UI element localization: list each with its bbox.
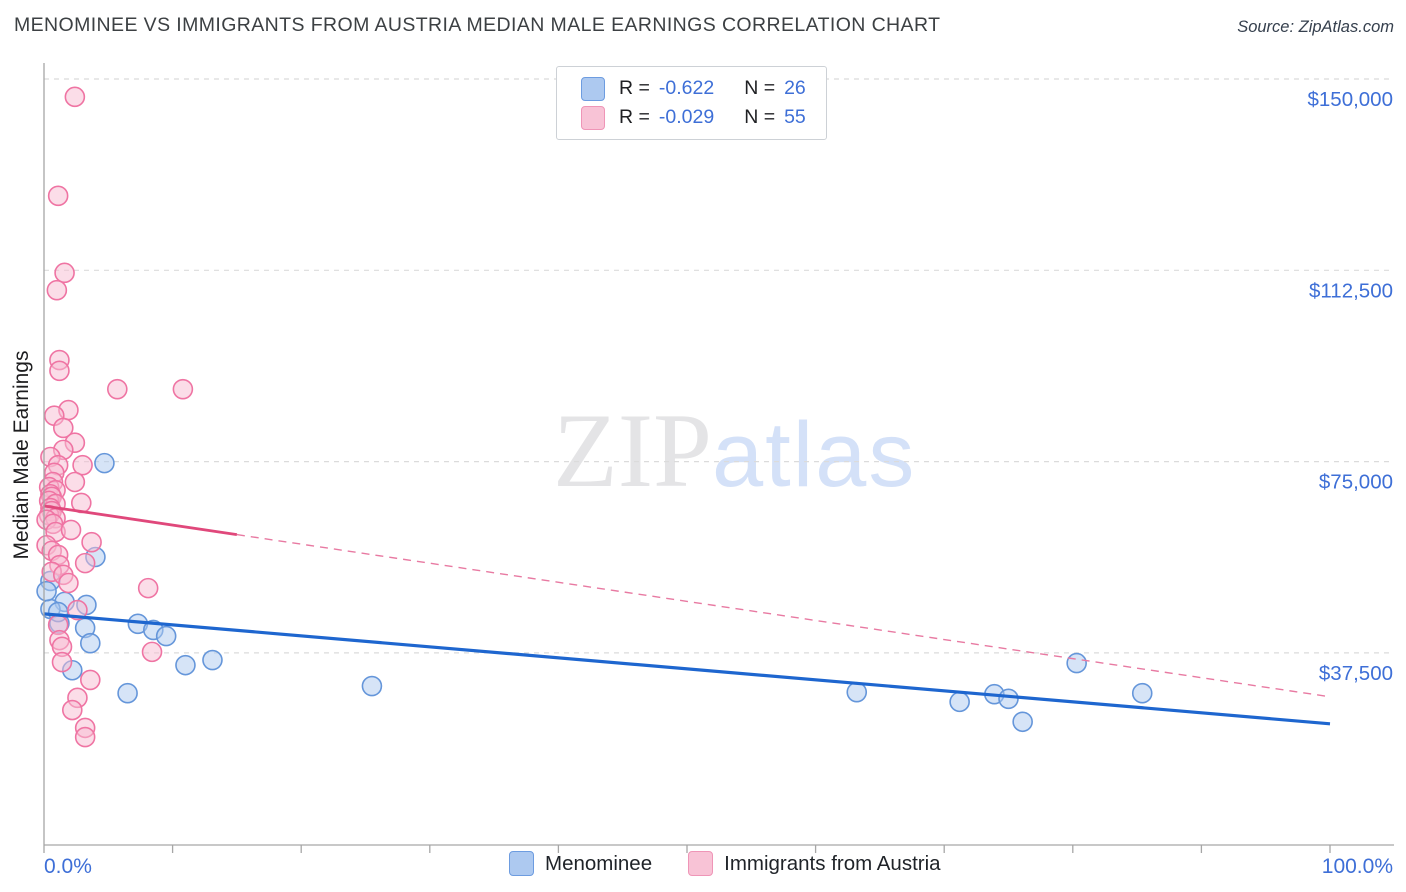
austria-trend-line — [43, 504, 238, 536]
zipatlas-watermark: ZIPatlas — [553, 398, 916, 504]
watermark-atlas: atlas — [712, 404, 917, 506]
correlation-legend: R = -0.622 N = 26 R = -0.029 N = 55 — [556, 66, 827, 140]
data-point-austria[interactable] — [141, 641, 163, 663]
austria-trend-extrapolation — [236, 533, 1331, 698]
y-axis-title: Median Male Earnings — [10, 351, 33, 560]
data-point-menominee[interactable] — [202, 649, 223, 671]
data-point-menominee[interactable] — [361, 675, 383, 697]
data-point-austria[interactable] — [51, 651, 73, 673]
n-value-menominee: 26 — [784, 77, 806, 99]
data-point-austria[interactable] — [61, 699, 83, 721]
x-axis-min-label: 0.0% — [44, 855, 92, 878]
data-point-menominee[interactable] — [175, 654, 196, 676]
r-label: R = — [619, 106, 650, 128]
data-point-austria[interactable] — [74, 726, 96, 748]
data-point-austria[interactable] — [79, 669, 101, 691]
n-value-austria: 55 — [784, 106, 806, 128]
data-point-austria[interactable] — [107, 378, 128, 400]
data-point-austria[interactable] — [74, 552, 96, 574]
y-tick-label: $150,000 — [1307, 88, 1393, 111]
legend-row-austria: R = -0.029 N = 55 — [581, 103, 806, 132]
source-attribution: Source: ZipAtlas.com — [1237, 18, 1394, 36]
data-point-austria[interactable] — [72, 454, 93, 476]
data-point-austria[interactable] — [47, 185, 69, 207]
legend-item-menominee[interactable]: Menominee — [509, 851, 652, 876]
data-point-austria[interactable] — [172, 378, 194, 400]
data-point-menominee[interactable] — [1131, 682, 1153, 704]
data-point-menominee[interactable] — [998, 688, 1019, 710]
data-point-menominee[interactable] — [94, 452, 115, 474]
x-axis-max-label: 100.0% — [1321, 855, 1393, 878]
n-label: N = — [744, 106, 776, 128]
series-legend: Menominee Immigrants from Austria — [509, 851, 941, 876]
y-tick-label: $37,500 — [1319, 662, 1393, 685]
data-point-austria[interactable] — [137, 577, 159, 599]
watermark-zip: ZIP — [553, 392, 712, 509]
y-tick-label: $75,000 — [1319, 471, 1393, 494]
menominee-swatch-icon — [509, 851, 534, 876]
legend-item-austria[interactable]: Immigrants from Austria — [688, 851, 941, 876]
data-point-menominee[interactable] — [1012, 711, 1033, 733]
data-point-menominee[interactable] — [949, 691, 970, 713]
r-label: R = — [619, 77, 650, 99]
chart-title: MENOMINEE VS IMMIGRANTS FROM AUSTRIA MED… — [14, 14, 941, 36]
r-value-menominee: -0.622 — [658, 77, 715, 99]
legend-label: Immigrants from Austria — [724, 851, 941, 875]
menominee-trend-line — [43, 612, 1331, 726]
menominee-swatch-icon — [581, 76, 605, 101]
n-label: N = — [744, 77, 776, 99]
data-point-austria[interactable] — [81, 531, 102, 553]
data-point-austria[interactable] — [49, 360, 70, 382]
data-point-menominee[interactable] — [117, 682, 138, 704]
data-point-austria[interactable] — [60, 519, 82, 541]
data-point-menominee[interactable] — [1066, 652, 1087, 674]
data-point-austria[interactable] — [46, 279, 68, 301]
data-point-menominee[interactable] — [79, 632, 101, 654]
data-point-austria[interactable] — [64, 471, 86, 493]
data-point-austria[interactable] — [54, 262, 75, 284]
data-point-austria[interactable] — [52, 417, 74, 439]
legend-row-menominee: R = -0.622 N = 26 — [581, 74, 806, 103]
legend-label: Menominee — [545, 851, 653, 875]
data-point-austria[interactable] — [64, 86, 86, 108]
y-tick-label: $112,500 — [1309, 279, 1393, 302]
data-point-menominee[interactable] — [36, 580, 57, 602]
austria-swatch-icon — [581, 105, 605, 130]
r-value-austria: -0.029 — [658, 106, 715, 128]
data-point-menominee[interactable] — [155, 625, 177, 647]
austria-swatch-icon — [688, 851, 714, 876]
data-point-austria[interactable] — [58, 572, 79, 594]
data-point-menominee[interactable] — [846, 681, 868, 703]
